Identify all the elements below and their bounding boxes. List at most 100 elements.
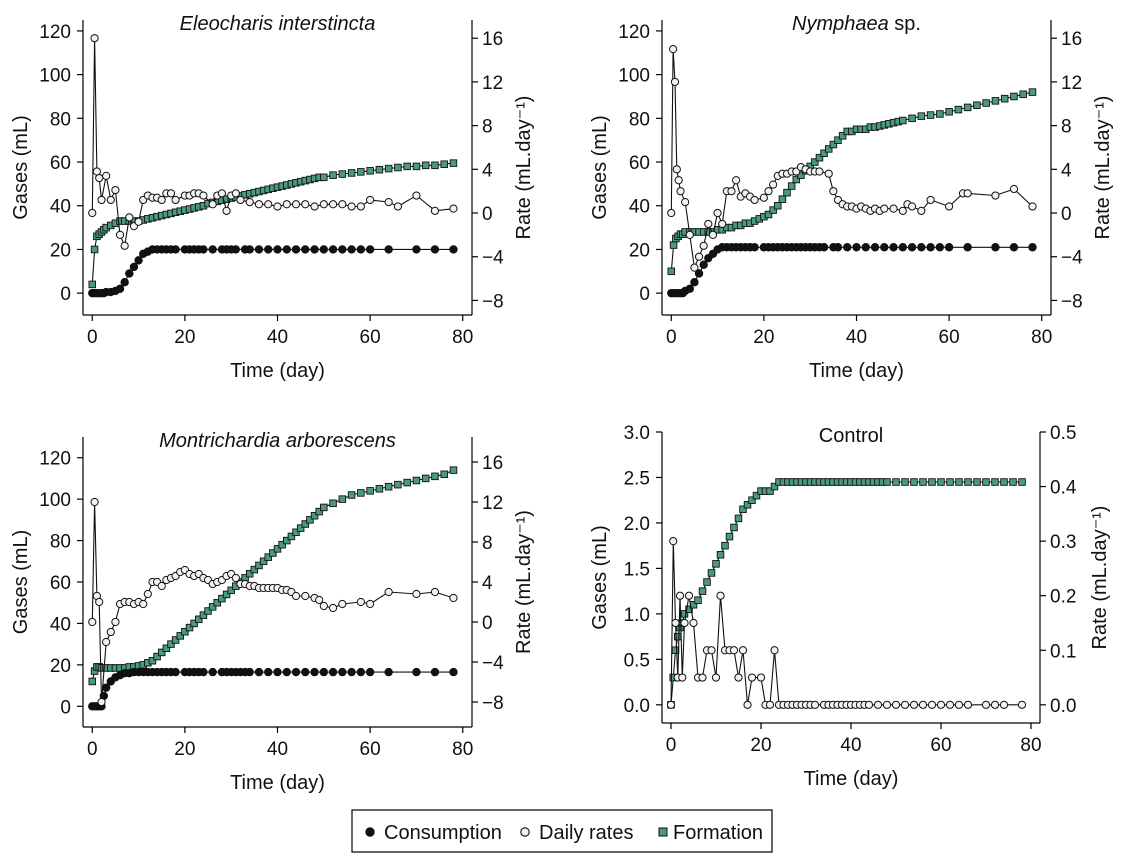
panel-2: 0 20 40 60 80 0 20 40 60 80 100 120 −8 −4 0 4 8 12 16 Time … [589, 13, 1114, 382]
data-point [743, 700, 752, 709]
series-consumption [88, 667, 458, 711]
data-point [685, 284, 694, 293]
y2-tick-label: 0.5 [1050, 423, 1076, 444]
data-point [684, 591, 694, 600]
data-point [792, 175, 801, 184]
data-point [347, 491, 356, 499]
data-point [991, 97, 1000, 105]
data-point [707, 569, 716, 577]
data-point [106, 627, 115, 637]
data-point [213, 598, 222, 607]
x-tick-label: 60 [360, 327, 381, 348]
data-point [1028, 243, 1037, 252]
data-point [319, 245, 329, 254]
data-point [264, 245, 273, 254]
data-point [254, 200, 264, 209]
data-point [338, 667, 347, 677]
data-point [412, 245, 421, 254]
data-point [833, 243, 843, 252]
data-point [824, 169, 833, 178]
y-tick-label: 80 [629, 109, 650, 130]
data-point [937, 478, 945, 486]
data-point [713, 208, 722, 218]
panel-3: 0 20 40 60 80 0 20 40 60 80 100 120 −8 −4 0 4 8 12 16 Time … [10, 430, 535, 794]
data-point [254, 667, 264, 677]
data-point [699, 260, 708, 269]
data-point [255, 561, 263, 570]
data-point [403, 478, 411, 487]
y-tick-label: 40 [50, 197, 71, 218]
data-point [936, 700, 946, 709]
data-point [449, 466, 458, 474]
data-point [134, 256, 143, 265]
data-point [329, 171, 337, 179]
x-tick-label: 80 [452, 327, 473, 348]
data-point [882, 700, 892, 709]
data-point [729, 646, 739, 655]
data-point [166, 189, 176, 198]
data-point [820, 149, 828, 158]
data-point [394, 163, 402, 172]
data-point [204, 607, 212, 615]
data-point [778, 195, 787, 203]
data-point [892, 478, 900, 486]
data-point [907, 202, 917, 211]
data-point [756, 673, 766, 682]
y-tick-label: 2.5 [624, 468, 650, 489]
data-point [698, 587, 707, 595]
data-point [195, 615, 203, 624]
data-point [421, 161, 430, 170]
data-point [1019, 90, 1027, 99]
data-point [384, 667, 393, 677]
data-point [907, 243, 917, 252]
y-axis-title: Gases (mL) [589, 115, 611, 219]
y-tick-label: 20 [629, 240, 650, 261]
data-point [296, 524, 305, 532]
data-point [115, 230, 125, 239]
data-point [208, 667, 217, 677]
x-axis-title: Time (day) [809, 360, 904, 382]
y2-tick-label: 0.1 [1050, 641, 1076, 662]
y-tick-label: 0.0 [624, 696, 650, 717]
y2-tick-label: 0.3 [1050, 532, 1076, 553]
data-point [891, 700, 901, 709]
data-point [171, 195, 180, 205]
data-point [926, 243, 935, 252]
data-point [917, 112, 926, 120]
data-point [1010, 92, 1018, 101]
y-tick-label: 0 [60, 284, 71, 305]
data-point [694, 269, 704, 278]
x-tick-label: 20 [753, 327, 774, 348]
data-point [685, 605, 693, 614]
legend-consumption-label: Consumption [384, 822, 502, 844]
data-point [366, 195, 375, 205]
y2-tick-label: −8 [482, 693, 504, 714]
data-point [667, 267, 676, 276]
y2-tick-label: 12 [1061, 73, 1082, 94]
data-point [1009, 243, 1019, 252]
data-point [301, 667, 310, 677]
data-point [769, 180, 778, 189]
data-point [347, 202, 356, 211]
data-point [199, 191, 208, 200]
data-point [134, 217, 143, 226]
y2-tick-label: 16 [482, 29, 503, 50]
data-point [231, 245, 241, 254]
data-point [787, 182, 796, 190]
data-point [95, 597, 104, 607]
y2-tick-label: 0 [1061, 204, 1072, 225]
data-point [707, 646, 716, 655]
series-line [671, 246, 1033, 294]
y-tick-label: 80 [50, 109, 71, 130]
data-point [1028, 88, 1037, 96]
data-point [739, 505, 747, 514]
data-point [824, 145, 833, 153]
data-point [412, 191, 421, 200]
data-point [231, 573, 240, 583]
data-point [963, 103, 972, 112]
data-point [181, 627, 189, 636]
y2-tick-label: −4 [1061, 248, 1083, 269]
data-point [208, 603, 217, 611]
data-point [120, 241, 129, 250]
data-point [889, 204, 898, 213]
